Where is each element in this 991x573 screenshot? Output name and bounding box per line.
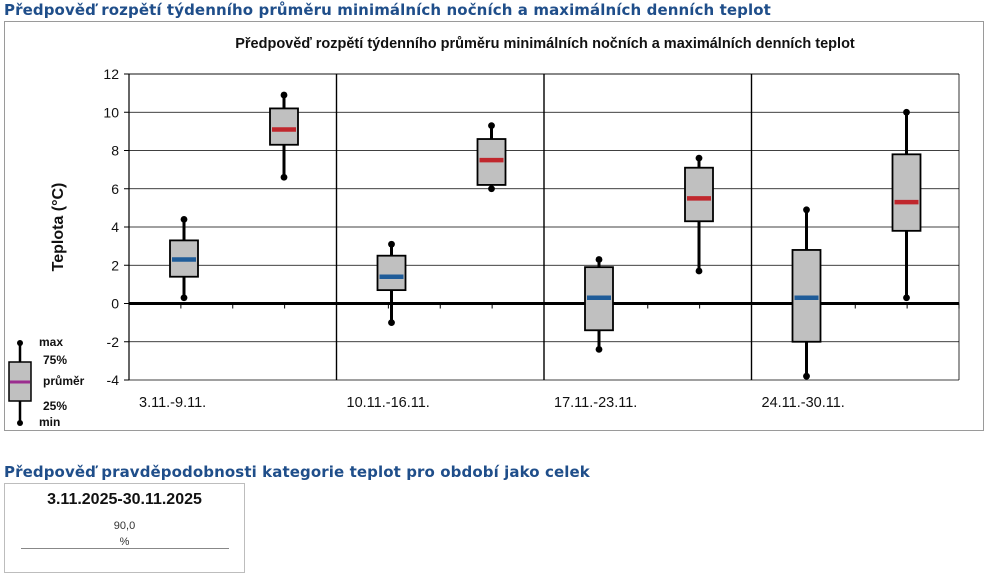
min-point	[903, 294, 910, 302]
legend-max-point	[17, 340, 23, 346]
chart-section-heading: Předpověď rozpětí týdenního průměru mini…	[4, 1, 771, 19]
box-min-temp	[376, 240, 407, 327]
y-tick-label: -4	[107, 372, 120, 388]
chart-title: Předpověď rozpětí týdenního průměru mini…	[235, 36, 855, 52]
gridlines	[129, 73, 960, 381]
x-tick-label: 24.11.-30.11.	[762, 395, 845, 411]
max-point	[388, 240, 395, 248]
legend-min-point	[17, 420, 23, 426]
y-tick-label: 4	[111, 219, 119, 235]
y-tick-label: 0	[111, 296, 119, 312]
summary-divider	[21, 548, 229, 549]
summary-period: 3.11.2025-30.11.2025	[47, 491, 202, 508]
chart-frame: Předpověď rozpětí týdenního průměru mini…	[4, 21, 984, 431]
min-point	[180, 294, 188, 302]
box-iqr	[891, 153, 922, 232]
x-tick-label: 3.11.-9.11.	[139, 395, 206, 411]
max-point	[803, 206, 810, 214]
y-tick-label: 8	[111, 143, 119, 159]
probability-section-heading: Předpověď pravděpodobnosti kategorie tep…	[4, 463, 590, 481]
box-max-temp	[684, 154, 714, 275]
summary-probability-unit: %	[119, 536, 130, 548]
axis-labels: -4 -2 0 2 4 6 8 10 12 3.11.-9.11. 10.11.-16.11. 17.…	[103, 66, 844, 411]
box-max-temp	[269, 91, 299, 181]
max-point	[903, 108, 910, 116]
x-tick-label: 10.11.-16.11.	[347, 395, 430, 411]
box-iqr	[376, 254, 407, 292]
probability-summary-box: 3.11.2025-30.11.2025 90,0 %	[4, 483, 245, 573]
x-tick-label: 17.11.-23.11.	[554, 395, 637, 411]
box-iqr	[684, 166, 714, 223]
min-point	[803, 372, 810, 380]
min-point	[488, 185, 495, 193]
box-max-temp	[891, 108, 922, 302]
box-min-temp	[169, 215, 199, 302]
y-tick-label: 12	[103, 66, 119, 82]
min-point	[695, 267, 703, 275]
y-tick-label: 2	[111, 257, 119, 273]
summary-probability-value: 90,0	[113, 520, 136, 532]
max-point	[595, 256, 603, 263]
legend-label-mean: průměr	[43, 374, 85, 388]
min-point	[280, 173, 288, 181]
min-point	[388, 319, 395, 327]
min-point	[595, 346, 603, 353]
box-min-temp	[791, 206, 822, 380]
boxes	[169, 91, 922, 380]
max-point	[488, 122, 495, 130]
legend: max 75% průměr 25% min	[8, 335, 85, 429]
box-iqr	[269, 107, 299, 146]
max-point	[180, 215, 188, 223]
y-tick-label: 10	[103, 104, 119, 120]
legend-label-q1: 25%	[43, 399, 67, 413]
max-point	[695, 154, 703, 162]
max-point	[280, 91, 288, 99]
box-max-temp	[476, 122, 507, 193]
legend-label-min: min	[39, 415, 60, 429]
legend-label-max: max	[39, 335, 63, 349]
temperature-range-chart: Předpověď rozpětí týdenního průměru mini…	[8, 36, 960, 429]
box-min-temp	[584, 256, 614, 353]
y-axis-label: Teplota (°C)	[50, 183, 67, 272]
y-tick-label: -2	[107, 334, 120, 350]
legend-label-q3: 75%	[43, 353, 67, 367]
y-tick-label: 6	[111, 181, 119, 197]
